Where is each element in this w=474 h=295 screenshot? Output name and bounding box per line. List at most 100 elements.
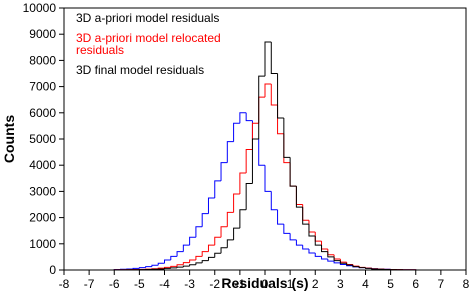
- hist-step: [239, 112, 247, 124]
- hist-step: [164, 267, 171, 269]
- x-tick-label: 7: [438, 277, 445, 291]
- x-tick-label: -7: [84, 277, 95, 291]
- hist-step: [295, 186, 303, 208]
- hist-step: [239, 209, 247, 229]
- legend-label: 3D a-priori model residuals: [76, 11, 219, 25]
- hist-step: [352, 265, 360, 268]
- hist-step: [302, 245, 309, 250]
- hist-step: [365, 267, 372, 269]
- hist-step: [138, 267, 146, 269]
- hist-step: [170, 267, 178, 269]
- hist-step: [295, 239, 303, 246]
- hist-step: [170, 255, 178, 261]
- hist-step: [214, 236, 222, 246]
- hist-step: [226, 239, 234, 248]
- plot-frame: [63, 7, 467, 271]
- hist-step: [302, 204, 309, 221]
- x-tick-label: -5: [134, 277, 145, 291]
- y-tick-label: 0: [49, 263, 56, 277]
- hist-step: [308, 220, 316, 233]
- hist-step: [251, 138, 259, 184]
- hist-step: [145, 266, 152, 268]
- x-tick-label: 8: [463, 277, 470, 291]
- hist-step: [333, 254, 341, 260]
- x-tick-label: -6: [109, 277, 120, 291]
- y-tick-label: 6000: [29, 106, 56, 120]
- hist-step: [201, 251, 209, 257]
- hist-step: [339, 258, 347, 263]
- hist-step: [289, 157, 297, 187]
- hist-step: [132, 267, 140, 269]
- hist-step: [270, 42, 278, 74]
- hist-step: [371, 268, 379, 270]
- hist-step: [220, 162, 228, 181]
- hist-step: [189, 259, 196, 263]
- y-tick-label: 10000: [23, 1, 57, 15]
- hist-step: [195, 262, 203, 265]
- hist-step: [308, 224, 316, 237]
- hist-step: [182, 262, 190, 265]
- hist-step: [264, 83, 272, 98]
- hist-step: [302, 207, 309, 225]
- hist-step: [182, 265, 190, 268]
- hist-step: [346, 263, 353, 266]
- hist-step: [195, 255, 203, 261]
- hist-step: [321, 245, 328, 253]
- hist-step: [214, 252, 222, 258]
- x-tick-label: 1: [287, 277, 294, 291]
- y-tick-label: 8000: [29, 53, 56, 67]
- x-tick-label: -8: [59, 277, 70, 291]
- y-tick-label: 7000: [29, 80, 56, 94]
- hist-step: [295, 186, 303, 205]
- hist-step: [333, 261, 341, 264]
- series: [113, 112, 417, 271]
- y-tick-label: 2000: [29, 211, 56, 225]
- legend-label: 3D final model residuals: [76, 63, 204, 77]
- hist-step: [170, 265, 178, 268]
- hist-step: [201, 260, 209, 263]
- y-axis-title: Counts: [1, 115, 17, 163]
- hist-step: [151, 264, 159, 267]
- hist-step: [264, 41, 272, 77]
- hist-step: [207, 197, 215, 214]
- hist-step: [245, 112, 253, 122]
- hist-step: [258, 75, 265, 139]
- legend-line: 3D a-priori model relocated: [76, 31, 221, 45]
- hist-step: [283, 118, 291, 158]
- hist-step: [207, 244, 215, 252]
- hist-step: [270, 191, 278, 211]
- y-tick-label: 9000: [29, 27, 56, 41]
- x-tick-label: 4: [362, 277, 369, 291]
- hist-step: [220, 226, 228, 238]
- x-tick-label: 2: [312, 277, 319, 291]
- hist-step: [189, 236, 196, 246]
- y-tick-label: 1000: [29, 237, 56, 251]
- hist-step: [270, 83, 278, 106]
- x-tick-label: -4: [159, 277, 170, 291]
- hist-step: [164, 266, 171, 269]
- hist-step: [214, 180, 222, 198]
- hist-step: [176, 266, 184, 268]
- x-tick-label: 3: [337, 277, 344, 291]
- legend-line: residuals: [76, 43, 124, 57]
- hist-step: [308, 249, 316, 254]
- hist-step: [164, 259, 171, 264]
- hist-step: [289, 233, 297, 241]
- hist-step: [283, 133, 291, 164]
- x-tick-label: -3: [184, 277, 195, 291]
- x-tick-label: -2: [209, 277, 220, 291]
- x-axis-title: Residuals (s): [221, 275, 308, 291]
- hist-step: [226, 211, 234, 227]
- x-tick-label: 5: [387, 277, 394, 291]
- hist-step: [277, 209, 284, 225]
- x-tick-label: -1: [235, 277, 246, 291]
- hist-step: [346, 262, 353, 265]
- hist-step: [327, 258, 335, 262]
- hist-step: [176, 264, 184, 267]
- hist-step: [352, 264, 360, 267]
- hist-step: [339, 260, 347, 264]
- hist-step: [333, 256, 341, 262]
- hist-step: [314, 252, 322, 257]
- hist-step: [233, 122, 240, 142]
- hist-step: [321, 256, 328, 260]
